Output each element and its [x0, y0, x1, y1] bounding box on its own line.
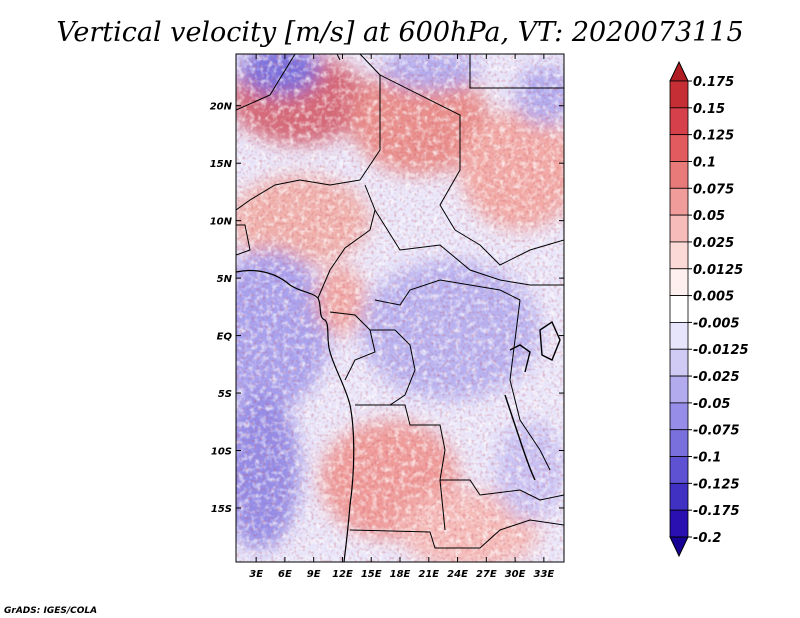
colorbar-swatch	[669, 295, 689, 323]
colorbar-level-label: 0.15	[693, 102, 725, 117]
colorbar-level-label: -0.025	[693, 370, 740, 385]
colorbar: 0.175 0.15 0.125 0.1 0.075 0.05 0.025 0.0125 0.0…	[669, 60, 749, 558]
x-tick-label: 30E	[505, 569, 526, 580]
x-tick-label: 6E	[278, 569, 292, 580]
colorbar-level-label: -0.0125	[693, 343, 749, 358]
colorbar-min-extend	[669, 536, 689, 558]
y-tick-label: EQ	[217, 332, 233, 343]
y-tick-label: 5N	[217, 274, 233, 285]
x-tick-label: 21E	[418, 569, 439, 580]
colorbar-level-label: 0.075	[693, 182, 734, 197]
y-tick-label: 10S	[211, 447, 232, 458]
colorbar-swatch	[669, 482, 689, 511]
colorbar-swatch	[669, 268, 689, 296]
y-tick-label: 20N	[210, 102, 233, 113]
colorbar-level-label: 0.005	[693, 290, 734, 305]
y-axis: 20N 15N 10N 5N EQ 5S 10S 15S	[210, 102, 564, 515]
colorbar-level-label: -0.175	[693, 504, 740, 519]
x-tick-label: 18E	[390, 569, 411, 580]
x-tick-label: 33E	[533, 569, 554, 580]
y-tick-label: 5S	[218, 389, 232, 400]
colorbar-max-extend	[669, 60, 689, 82]
colorbar-level-label: 0.025	[693, 236, 734, 251]
colorbar-level-label: -0.075	[693, 424, 740, 439]
x-tick-label: 15E	[361, 569, 382, 580]
colorbar-swatch	[669, 214, 689, 243]
colorbar-swatch	[669, 456, 689, 484]
y-tick-label: 15N	[210, 159, 233, 170]
colorbar-swatch	[669, 509, 689, 538]
x-axis: 3E 6E 9E 12E 15E 18E 21E 24E 27E 30E 33E	[249, 54, 554, 580]
x-tick-label: 27E	[476, 569, 497, 580]
colorbar-level-label: -0.005	[693, 316, 740, 331]
colorbar-swatch	[669, 375, 689, 404]
colorbar-level-label: -0.1	[693, 451, 721, 466]
colorbar-level-label: -0.2	[693, 531, 721, 546]
colorbar-swatch	[669, 429, 689, 457]
colorbar-swatch	[669, 134, 689, 162]
grads-credit: GrADS: IGES/COLA	[4, 606, 97, 616]
colorbar-swatch	[669, 107, 689, 136]
chart-title: Vertical velocity [m/s] at 600hPa, VT: 2…	[56, 17, 743, 48]
colorbar-swatch	[669, 161, 689, 189]
colorbar-level-label: 0.05	[693, 209, 725, 224]
colorbar-swatch	[669, 322, 689, 350]
colorbar-swatch	[669, 348, 689, 377]
colorbar-swatch	[669, 402, 689, 431]
colorbar-level-label: -0.125	[693, 477, 740, 492]
x-tick-label: 24E	[447, 569, 468, 580]
x-tick-label: 12E	[332, 569, 353, 580]
colorbar-level-label: 0.175	[693, 75, 734, 90]
x-tick-label: 9E	[307, 569, 321, 580]
colorbar-level-label: 0.125	[693, 129, 734, 144]
country-borders	[236, 54, 564, 562]
velocity-field	[236, 54, 564, 562]
y-tick-label: 15S	[211, 504, 232, 515]
y-tick-label: 10N	[210, 217, 233, 228]
colorbar-level-label: -0.05	[693, 397, 730, 412]
colorbar-swatch	[669, 187, 689, 216]
colorbar-level-label: 0.1	[693, 155, 716, 170]
colorbar-swatch	[669, 80, 689, 109]
colorbar-swatch	[669, 241, 689, 270]
colorbar-level-label: 0.0125	[693, 263, 743, 278]
x-tick-label: 3E	[249, 569, 263, 580]
